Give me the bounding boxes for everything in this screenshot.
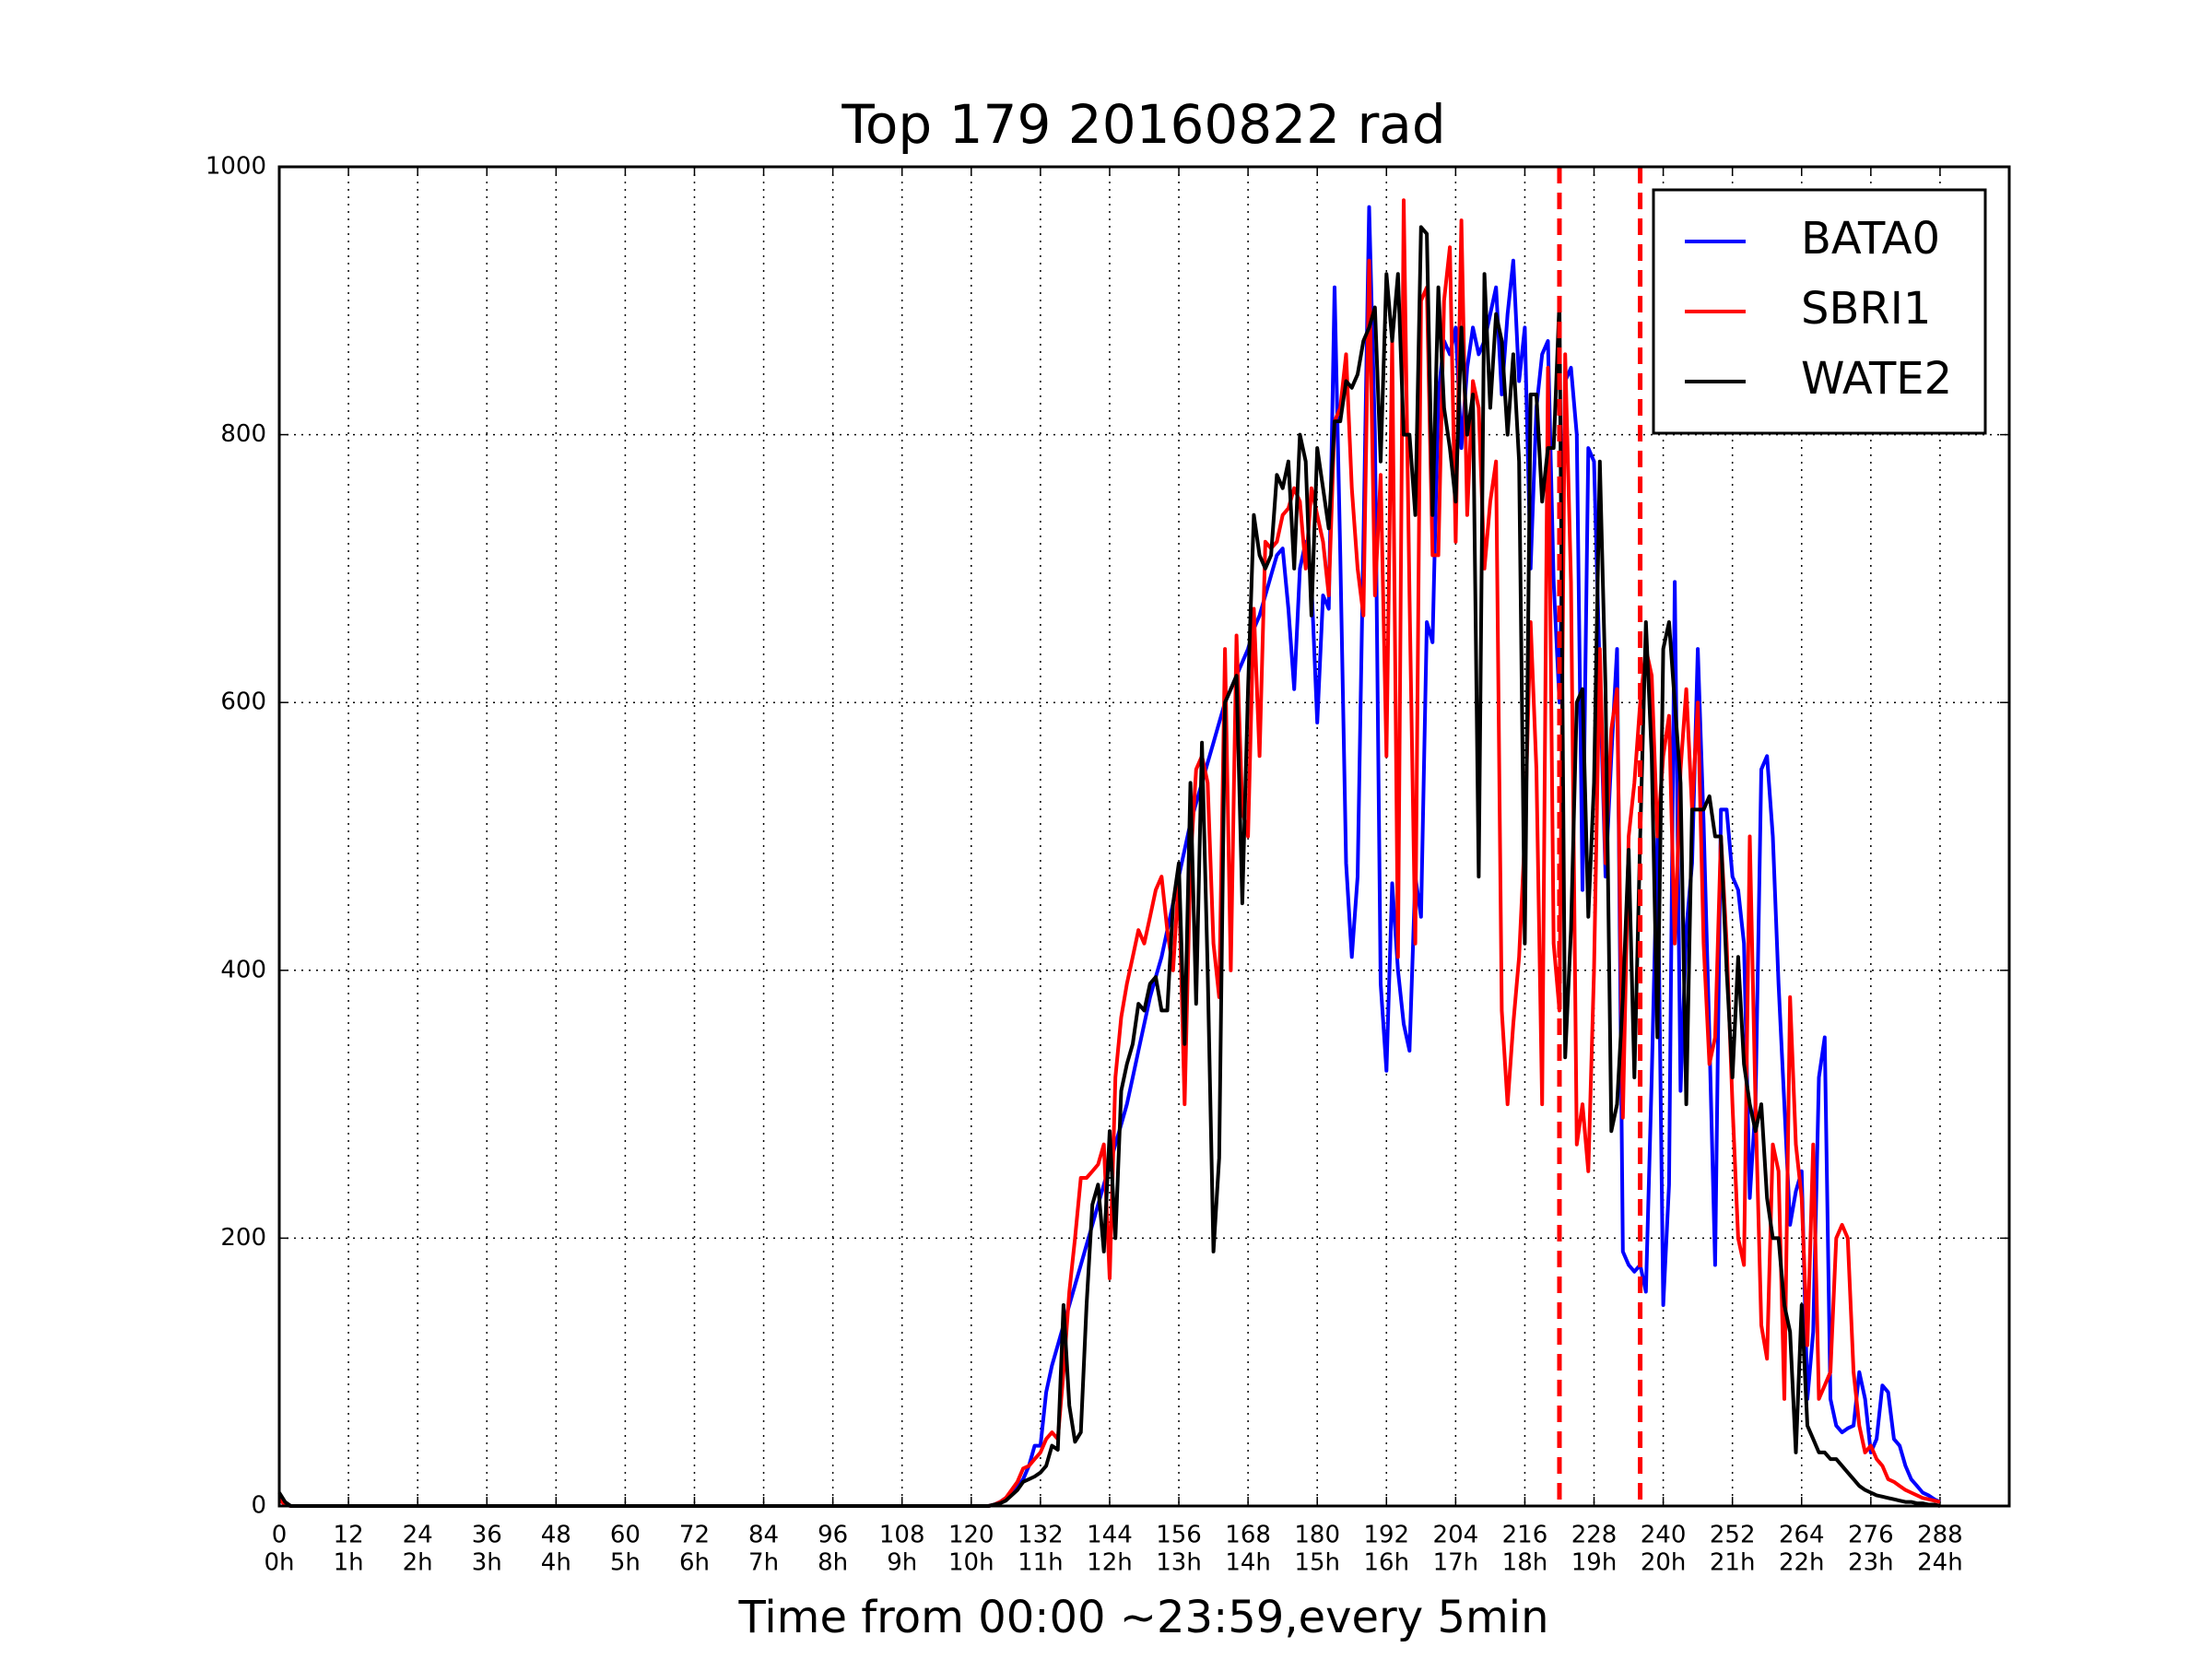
x-tick-sublabel: 2h (403, 1549, 433, 1577)
x-tick-label: 24 (403, 1522, 433, 1549)
x-tick-label: 144 (1087, 1522, 1133, 1549)
x-tick-sublabel: 5h (610, 1549, 641, 1577)
x-tick-label: 96 (818, 1522, 848, 1549)
x-tick-sublabel: 12h (1087, 1549, 1133, 1577)
x-tick-sublabel: 1h (334, 1549, 364, 1577)
y-tick-label: 0 (251, 1492, 266, 1520)
x-tick-label: 156 (1156, 1522, 1202, 1549)
x-tick-label: 60 (610, 1522, 641, 1549)
x-tick-label: 204 (1433, 1522, 1479, 1549)
x-tick-label: 108 (879, 1522, 925, 1549)
y-tick-label: 800 (220, 420, 266, 448)
x-tick-label: 48 (541, 1522, 571, 1549)
x-axis-label: Time from 00:00 ~23:59,every 5min (738, 1592, 1549, 1643)
y-tick-label: 400 (220, 956, 266, 983)
y-tick-label: 600 (220, 688, 266, 716)
x-tick-sublabel: 24h (1917, 1549, 1963, 1577)
x-tick-sublabel: 17h (1433, 1549, 1479, 1577)
x-tick-label: 120 (948, 1522, 994, 1549)
x-tick-sublabel: 10h (948, 1549, 994, 1577)
x-tick-label: 216 (1502, 1522, 1548, 1549)
plot-frame (277, 165, 2011, 1508)
x-tick-sublabel: 21h (1710, 1549, 1756, 1577)
x-tick-label: 240 (1641, 1522, 1687, 1549)
legend-label: SBRI1 (1801, 283, 1931, 335)
legend-label: WATE2 (1801, 353, 1952, 405)
x-tick-label: 72 (679, 1522, 710, 1549)
x-tick-label: 252 (1710, 1522, 1756, 1549)
y-tick-label: 1000 (206, 153, 266, 181)
x-tick-sublabel: 4h (541, 1549, 571, 1577)
x-tick-label: 132 (1018, 1522, 1064, 1549)
chart-title: Top 179 20160822 rad (841, 93, 1445, 156)
x-tick-sublabel: 9h (887, 1549, 917, 1577)
x-tick-label: 168 (1225, 1522, 1271, 1549)
x-tick-label: 12 (334, 1522, 364, 1549)
x-tick-sublabel: 11h (1018, 1549, 1064, 1577)
x-tick-sublabel: 19h (1571, 1549, 1618, 1577)
x-tick-sublabel: 22h (1779, 1549, 1825, 1577)
x-tick-sublabel: 6h (679, 1549, 710, 1577)
x-tick-sublabel: 23h (1848, 1549, 1894, 1577)
y-tick-label: 200 (220, 1224, 266, 1252)
x-tick-sublabel: 20h (1641, 1549, 1687, 1577)
x-tick-sublabel: 7h (748, 1549, 779, 1577)
x-tick-sublabel: 13h (1156, 1549, 1202, 1577)
x-tick-label: 36 (472, 1522, 502, 1549)
x-tick-label: 192 (1363, 1522, 1409, 1549)
x-tick-sublabel: 15h (1294, 1549, 1340, 1577)
x-tick-label: 0 (272, 1522, 288, 1549)
x-tick-sublabel: 3h (472, 1549, 502, 1577)
x-tick-label: 228 (1571, 1522, 1618, 1549)
x-tick-label: 276 (1848, 1522, 1894, 1549)
x-tick-sublabel: 18h (1502, 1549, 1548, 1577)
x-tick-label: 288 (1917, 1522, 1963, 1549)
x-tick-label: 84 (748, 1522, 779, 1549)
x-tick-sublabel: 16h (1363, 1549, 1409, 1577)
legend-label: BATA0 (1801, 213, 1940, 265)
x-tick-sublabel: 8h (818, 1549, 848, 1577)
x-tick-label: 180 (1294, 1522, 1340, 1549)
x-tick-sublabel: 0h (264, 1549, 294, 1577)
x-tick-sublabel: 14h (1225, 1549, 1271, 1577)
x-tick-label: 264 (1779, 1522, 1825, 1549)
